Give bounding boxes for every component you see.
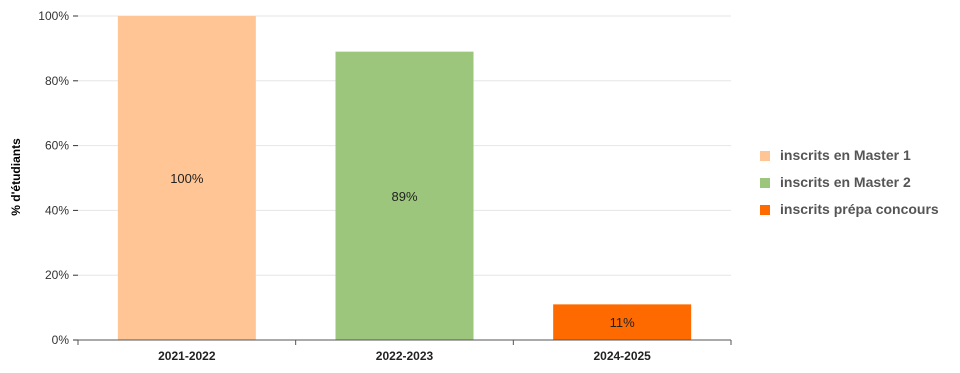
legend-label: inscrits prépa concours <box>780 201 939 217</box>
legend-swatch <box>760 205 770 215</box>
y-tick-label: 20% <box>45 268 69 282</box>
y-axis-title: % d'étudiants <box>9 138 23 216</box>
bar-data-label: 11% <box>610 315 635 330</box>
legend-swatch <box>760 178 770 188</box>
legend-label: inscrits en Master 1 <box>780 147 911 163</box>
y-tick-label: 40% <box>45 203 69 217</box>
axes: 0% 20% 40% 60% 80% 100% 2021-2022 2022-2023 2024… <box>38 9 732 363</box>
y-tick-label: 60% <box>45 139 69 153</box>
bar <box>335 51 474 340</box>
bar-data-label: 89% <box>391 189 417 204</box>
legend-label: inscrits en Master 2 <box>780 174 911 190</box>
bar <box>553 304 692 340</box>
legend: inscrits en Master 1 inscrits en Master 2… <box>760 147 939 217</box>
data-labels: 100% 89% 11% <box>170 171 635 330</box>
legend-swatch <box>760 151 770 161</box>
bar <box>117 16 256 340</box>
x-tick-label: 2024-2025 <box>593 349 651 363</box>
bars <box>117 16 692 340</box>
y-tick-label: 100% <box>38 9 69 23</box>
y-tick-label: 0% <box>52 333 70 347</box>
y-tick-label: 80% <box>45 74 69 88</box>
x-tick-label: 2022-2023 <box>376 349 434 363</box>
bar-data-label: 100% <box>170 171 204 186</box>
x-tick-label: 2021-2022 <box>158 349 216 363</box>
